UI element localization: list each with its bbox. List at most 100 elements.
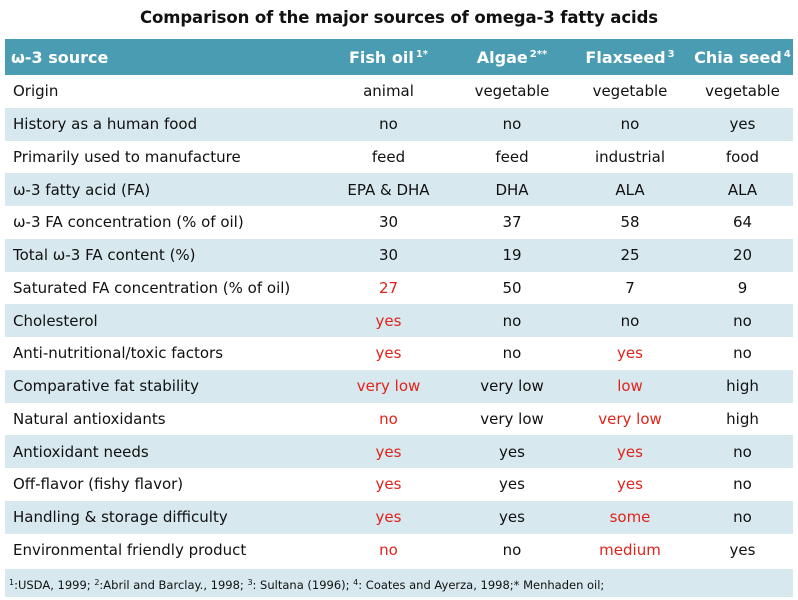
- table-row: Environmental friendly product no no medium…: [5, 533, 793, 567]
- table-body: Origin animal vegetable vegetable vegetable H…: [5, 75, 793, 567]
- table-cell: no: [379, 540, 398, 559]
- table-cell: industrial: [594, 147, 666, 166]
- row-label: Primarily used to manufacture: [13, 147, 241, 166]
- table-cell: yes: [375, 311, 402, 330]
- table-row: Cholesterol yes no no no: [5, 304, 793, 337]
- table-cell: very low: [356, 377, 421, 396]
- table-cell: no: [733, 475, 752, 494]
- table-cell: high: [726, 409, 759, 428]
- table-cell: yes: [499, 475, 525, 494]
- header-name: Chia seed: [694, 47, 782, 67]
- row-label: History as a human food: [13, 115, 198, 134]
- table-cell: feed: [495, 147, 529, 166]
- table-row: Comparative fat stability very low very lo…: [5, 369, 793, 403]
- table-cell: very low: [480, 377, 544, 396]
- table-cell: yes: [617, 475, 643, 494]
- table-row: Anti-nutritional/toxic factors yes no yes no: [5, 337, 793, 370]
- table-cell: no: [502, 344, 522, 363]
- table-cell: DHA: [495, 180, 529, 199]
- table-row: Saturated FA concentration (% of oil) 27 5…: [5, 271, 793, 305]
- table-cell: animal: [363, 82, 414, 101]
- row-label: Off-flavor (fishy flavor): [13, 475, 184, 494]
- table-cell: no: [379, 115, 398, 134]
- header-name: Flaxseed: [585, 47, 666, 67]
- header-flaxseed: Flaxseed 3: [568, 39, 692, 75]
- table-cell: food: [725, 147, 760, 166]
- table-cell: very low: [598, 409, 662, 428]
- table-cell: 20: [732, 246, 753, 265]
- table-cell: medium: [599, 540, 661, 559]
- table-cell: high: [726, 377, 759, 396]
- table-row: History as a human food no no no yes: [5, 107, 793, 141]
- table-cell: no: [733, 442, 752, 461]
- table-row: Total ω-3 FA content (%) 30 19 25 20: [5, 238, 793, 272]
- header-sup: 3: [667, 48, 675, 60]
- table-cell: yes: [729, 540, 756, 559]
- footnote-text: : Sultana (1996);: [252, 578, 354, 592]
- table-row: Origin animal vegetable vegetable vegetable: [5, 75, 793, 108]
- row-label: Cholesterol: [13, 311, 98, 330]
- row-label: Total ω-3 FA content (%): [13, 246, 196, 265]
- footnote-marker: 4: [353, 578, 359, 587]
- footnote: 1:USDA, 1999; 2:Abril and Barclay., 1998…: [5, 569, 793, 597]
- row-label: Comparative fat stability: [13, 377, 200, 396]
- table-cell: 27: [378, 278, 399, 297]
- table-cell: yes: [375, 442, 402, 461]
- table-cell: 58: [620, 213, 640, 232]
- table-cell: very low: [480, 409, 544, 428]
- header-sup: 2**: [529, 48, 548, 60]
- table-cell: no: [502, 115, 522, 134]
- header-row: ω-3 source Fish oil 1* Algae 2** Flaxseed 3…: [5, 39, 793, 75]
- table-cell: 7: [625, 278, 635, 297]
- row-label: ω-3 fatty acid (FA): [13, 180, 151, 199]
- table-cell: low: [617, 377, 643, 396]
- header-fish-oil: Fish oil 1*: [321, 39, 456, 75]
- table-cell: vegetable: [474, 82, 550, 101]
- table-cell: no: [733, 508, 752, 527]
- table-row: ω-3 FA concentration (% of oil) 30 37 58 64: [5, 206, 793, 239]
- table-cell: no: [379, 409, 398, 428]
- row-label: Antioxidant needs: [13, 442, 149, 461]
- table-cell: yes: [617, 442, 643, 461]
- row-label: Natural antioxidants: [13, 409, 166, 428]
- footnote-text: : Coates and Ayerza, 1998;* Menhaden oil…: [358, 578, 605, 592]
- table-cell: EPA & DHA: [347, 180, 430, 199]
- page-title: Comparison of the major sources of omega…: [139, 8, 659, 27]
- table-cell: yes: [617, 344, 643, 363]
- table-cell: 30: [378, 246, 399, 265]
- header-source-label: ω-3 source: [11, 47, 109, 67]
- table-cell: vegetable: [592, 82, 668, 101]
- table-cell: no: [620, 115, 640, 134]
- table-cell: no: [733, 344, 752, 363]
- table-row: ω-3 fatty acid (FA) EPA & DHA DHA ALA ALA: [5, 173, 793, 206]
- table-cell: 64: [732, 213, 753, 232]
- table-cell: vegetable: [705, 82, 780, 101]
- row-label: Saturated FA concentration (% of oil): [13, 278, 291, 297]
- comparison-table: ω-3 source Fish oil 1* Algae 2** Flaxseed 3…: [5, 39, 793, 567]
- header-chia-seed: Chia seed 4: [692, 39, 793, 75]
- header-name: Fish oil: [348, 47, 414, 67]
- row-label: Environmental friendly product: [13, 540, 247, 559]
- table-cell: feed: [371, 147, 406, 166]
- table-row: Antioxidant needs yes yes yes no: [5, 435, 793, 468]
- footnote-marker: 2: [94, 578, 100, 587]
- table-cell: yes: [375, 508, 402, 527]
- table-row: Off-flavor (fishy flavor) yes yes yes no: [5, 468, 793, 501]
- row-label: Origin: [13, 82, 59, 101]
- footnote-text: :Abril and Barclay., 1998;: [99, 578, 248, 592]
- footnote-marker: 3: [247, 578, 253, 587]
- table-cell: yes: [729, 115, 756, 134]
- table-cell: 19: [502, 246, 522, 265]
- table-cell: yes: [499, 508, 525, 527]
- table-cell: 37: [502, 213, 522, 232]
- table-cell: 9: [737, 278, 748, 297]
- table-cell: 30: [378, 213, 399, 232]
- row-label: Anti-nutritional/toxic factors: [13, 344, 224, 363]
- header-sup: 4: [783, 48, 791, 60]
- row-label: Handling & storage difficulty: [13, 508, 228, 527]
- table-cell: 25: [620, 246, 640, 265]
- header-name: Algae: [476, 47, 528, 67]
- row-label: ω-3 FA concentration (% of oil): [13, 213, 244, 232]
- header-algae: Algae 2**: [456, 39, 568, 75]
